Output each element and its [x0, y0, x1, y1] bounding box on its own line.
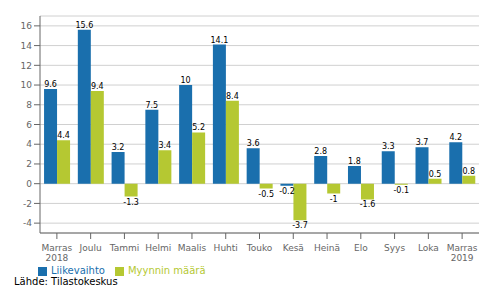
svg-text:-1.3: -1.3: [123, 198, 139, 207]
svg-text:Maalis: Maalis: [178, 243, 207, 253]
svg-text:4.2: 4.2: [449, 133, 462, 142]
svg-text:7.5: 7.5: [145, 101, 158, 110]
svg-text:2.8: 2.8: [314, 147, 327, 156]
svg-text:Huhti: Huhti: [214, 243, 238, 253]
svg-text:3.6: 3.6: [247, 139, 260, 148]
svg-text:Syys: Syys: [384, 243, 405, 253]
svg-text:1.8: 1.8: [348, 157, 361, 166]
svg-text:-1.6: -1.6: [360, 200, 376, 209]
svg-text:9.6: 9.6: [44, 80, 57, 89]
svg-text:Joulu: Joulu: [79, 243, 102, 253]
svg-text:-4: -4: [23, 218, 32, 228]
svg-text:-1: -1: [330, 195, 338, 204]
svg-text:-0.5: -0.5: [258, 190, 274, 199]
svg-text:14: 14: [21, 41, 33, 51]
svg-text:-0.2: -0.2: [279, 187, 295, 196]
svg-text:0.8: 0.8: [462, 167, 475, 176]
svg-text:Touko: Touko: [246, 243, 273, 253]
svg-text:-2: -2: [23, 199, 32, 209]
svg-text:Marras2018: Marras2018: [42, 243, 73, 263]
svg-text:Heinä: Heinä: [314, 243, 340, 253]
svg-text:Helmi: Helmi: [145, 243, 171, 253]
svg-text:9.4: 9.4: [91, 82, 104, 91]
svg-text:6: 6: [26, 120, 32, 130]
svg-text:5.2: 5.2: [192, 123, 205, 132]
svg-text:15.6: 15.6: [75, 21, 93, 30]
svg-text:3.3: 3.3: [382, 142, 395, 151]
svg-text:Loka: Loka: [418, 243, 439, 253]
svg-text:-3.7: -3.7: [292, 221, 308, 230]
svg-text:8: 8: [26, 100, 32, 110]
svg-text:Marras2019: Marras2019: [447, 243, 478, 263]
svg-text:3.2: 3.2: [112, 143, 125, 152]
html-text:Lähde: Tilastokeskus: Lähde: Tilastokeskus: [14, 276, 118, 287]
svg-text:4: 4: [26, 139, 32, 149]
svg-text:10: 10: [181, 76, 191, 85]
svg-text:Kesä: Kesä: [283, 243, 304, 253]
svg-text:3.7: 3.7: [416, 138, 429, 147]
svg-text:Tammi: Tammi: [109, 243, 140, 253]
svg-text:16: 16: [21, 21, 33, 31]
svg-text:2: 2: [26, 159, 32, 169]
svg-text:4.4: 4.4: [57, 131, 70, 140]
svg-text:14.1: 14.1: [210, 36, 228, 45]
svg-text:10: 10: [21, 80, 33, 90]
svg-text:3.4: 3.4: [158, 141, 171, 150]
svg-text:12: 12: [21, 61, 32, 71]
svg-text:0: 0: [26, 179, 32, 189]
svg-text:Elo: Elo: [354, 243, 368, 253]
svg-text:0.5: 0.5: [429, 170, 442, 179]
html-text:Myynnin määrä: Myynnin määrä: [127, 265, 206, 276]
html-text:Liikevaihto: Liikevaihto: [51, 265, 105, 276]
svg-text:-0.1: -0.1: [393, 186, 409, 195]
svg-text:8.4: 8.4: [226, 92, 239, 101]
